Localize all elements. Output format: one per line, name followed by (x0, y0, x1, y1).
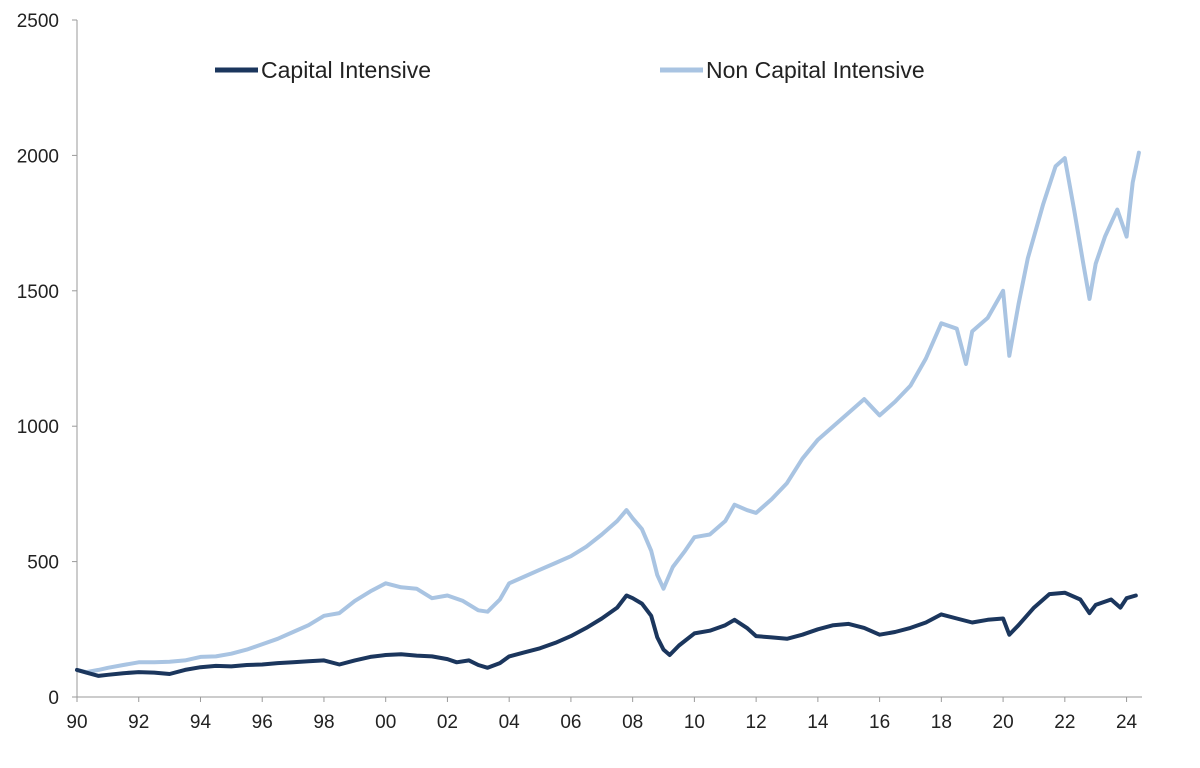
y-axis: 0 500 1000 1500 2000 2500 (17, 11, 78, 709)
x-tick-label: 24 (1116, 712, 1138, 733)
x-tick-label: 06 (560, 712, 581, 733)
x-tick-label: 12 (746, 712, 767, 733)
x-tick-label: 92 (128, 712, 149, 733)
series-line-capital-intensive (75, 590, 1138, 678)
y-tick-label: 1500 (17, 282, 59, 303)
x-tick-label: 20 (993, 712, 1014, 733)
x-tick-label: 14 (807, 712, 829, 733)
series-lines (75, 150, 1141, 678)
x-tick-label: 90 (66, 712, 87, 733)
x-tick-label: 00 (375, 712, 396, 733)
y-tick-label: 0 (48, 688, 59, 709)
series-line-non-capital-intensive (75, 150, 1141, 675)
x-tick-label: 04 (499, 712, 521, 733)
x-tick-label: 98 (313, 712, 334, 733)
y-tick-label: 2000 (17, 146, 59, 167)
x-tick-label: 96 (252, 712, 273, 733)
y-tick-label: 1000 (17, 417, 59, 438)
y-tick-label: 2500 (17, 11, 59, 32)
x-tick-label: 18 (931, 712, 952, 733)
x-tick-label: 16 (869, 712, 890, 733)
x-tick-label: 02 (437, 712, 458, 733)
x-tick-label: 22 (1054, 712, 1075, 733)
legend: Capital Intensive Non Capital Intensive (215, 57, 925, 83)
x-tick-label: 10 (684, 712, 705, 733)
legend-label: Capital Intensive (261, 57, 431, 83)
x-tick-label: 08 (622, 712, 643, 733)
x-tick-label: 94 (190, 712, 212, 733)
y-tick-label: 500 (27, 553, 59, 574)
x-axis: 90 92 94 96 98 00 02 04 06 08 10 12 14 16 18 20 22 24 (66, 696, 1142, 733)
legend-label: Non Capital Intensive (706, 57, 925, 83)
